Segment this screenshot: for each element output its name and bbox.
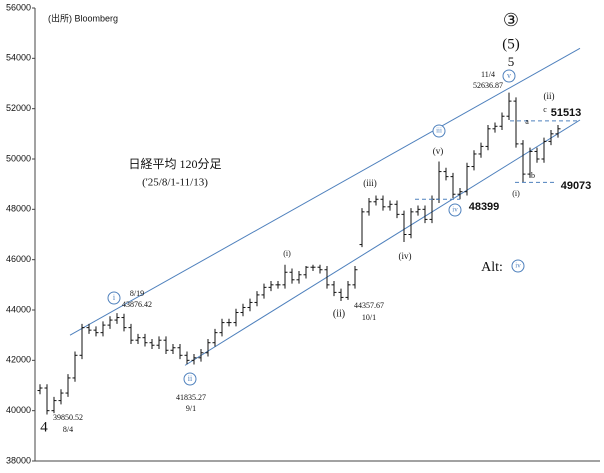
annotation: c	[543, 105, 547, 114]
wave-circle	[183, 372, 197, 386]
y-tick-label: 40000	[6, 405, 31, 415]
annotation: (v)	[433, 146, 444, 156]
source: (出所) Bloomberg	[48, 12, 118, 23]
annotation: (5)	[502, 36, 520, 52]
annotation: 43876.42	[122, 300, 152, 309]
wave-circle	[107, 291, 121, 305]
annotation: 9/1	[186, 404, 196, 413]
annotation: 44357.67	[354, 301, 384, 310]
channel-line	[69, 47, 581, 336]
annotation: a	[525, 117, 529, 126]
annotation: (i)	[283, 249, 291, 258]
y-tick-label: 46000	[6, 254, 31, 264]
wave-label-circled: i	[113, 293, 116, 302]
annotation: (ii)	[333, 308, 345, 319]
wave-circle	[432, 124, 446, 138]
wave-label-circled: iii	[436, 127, 442, 135]
annotation: 39850.52	[53, 413, 83, 422]
annotation: 4	[40, 419, 48, 435]
wave-circle	[511, 259, 525, 273]
annotation: 8/19	[130, 289, 144, 298]
y-tick-label: 38000	[6, 455, 31, 465]
level-label: 49073	[561, 180, 592, 192]
annotation: 11/4	[481, 70, 495, 79]
y-tick-label: 42000	[6, 355, 31, 365]
annotation: 10/1	[362, 313, 376, 322]
y-tick-label: 44000	[6, 304, 31, 314]
annotation: 41835.27	[176, 393, 206, 402]
y-tick-label: 50000	[6, 153, 31, 163]
y-tick-label: 52000	[6, 103, 31, 113]
y-tick-label: 54000	[6, 53, 31, 63]
annotation: (i)	[512, 189, 520, 198]
channel-line	[184, 119, 581, 366]
wave-label-circled: iv	[515, 262, 521, 270]
level-label: 51513	[551, 107, 582, 119]
wave-label-circled: v	[507, 71, 511, 80]
wave-circle	[448, 203, 462, 217]
wave-circle	[502, 69, 516, 83]
level-label: 48399	[469, 201, 500, 213]
chart-subtitle: ('25/8/1-11/13)	[142, 177, 208, 189]
annotation: (iii)	[363, 178, 377, 188]
annotation: 5	[508, 54, 515, 69]
annotation: Alt:	[481, 260, 503, 275]
y-tick-label: 56000	[6, 2, 31, 12]
annotation: b	[531, 171, 535, 180]
y-tick-label: 48000	[6, 204, 31, 214]
annotation: 8/4	[63, 425, 73, 434]
wave-label-circled: iv	[452, 206, 458, 214]
annotation: ③	[503, 10, 519, 30]
wave-label-circled: ii	[188, 374, 193, 383]
chart-title: 日経平均 120分足	[128, 157, 221, 171]
annotation: 52636.87	[473, 81, 503, 90]
annotation: (ii)	[544, 91, 555, 101]
annotation: (iv)	[399, 251, 412, 261]
